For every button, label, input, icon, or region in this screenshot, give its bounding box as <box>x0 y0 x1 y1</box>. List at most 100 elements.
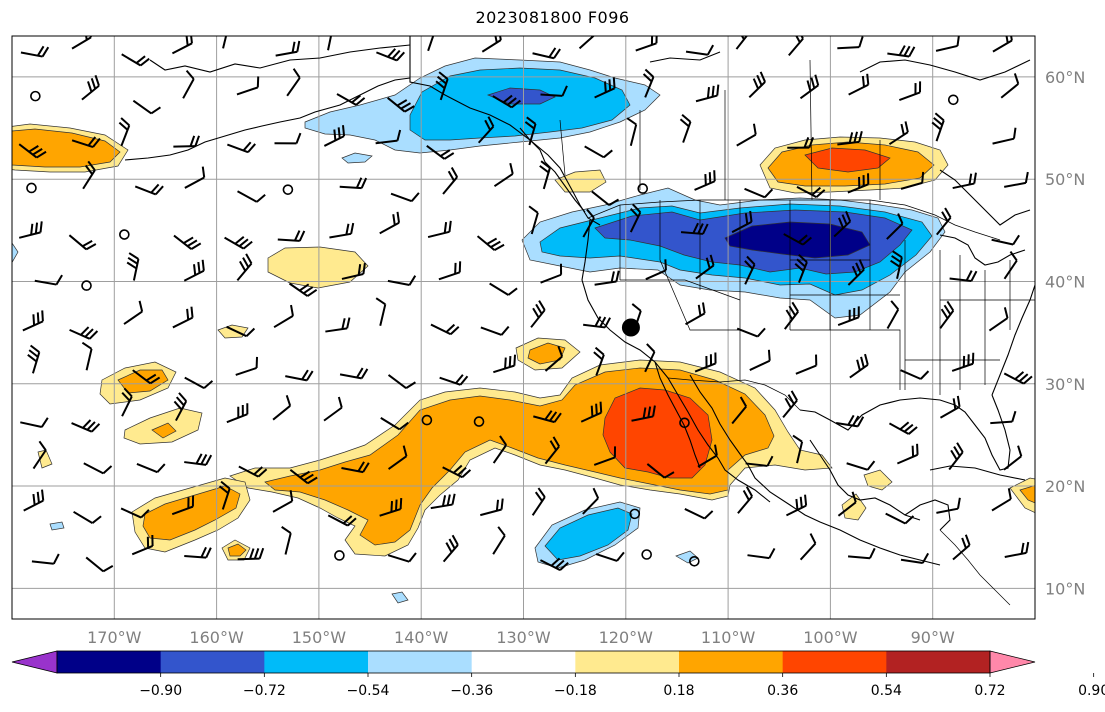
political-borders <box>409 36 1035 606</box>
wind-barb <box>896 443 919 465</box>
wind-barb <box>731 210 753 234</box>
wind-barb <box>81 341 93 371</box>
wind-barb <box>68 234 97 251</box>
wind-barb <box>23 489 45 512</box>
wind-barb <box>900 369 930 380</box>
colorbar-segment <box>886 651 991 673</box>
wind-barb <box>593 346 605 376</box>
wind-barb <box>442 464 472 479</box>
wind-barb <box>387 97 415 113</box>
calm-wind-marker <box>473 416 485 427</box>
anomaly-region-south-hawaii-small-mid <box>227 543 247 557</box>
wind-barb <box>646 463 675 479</box>
map-panel: 170°W 160°W 150°W 140°W 130°W 120°W 110°W 100°W… <box>11 35 1085 647</box>
calm-wind-marker <box>679 417 690 429</box>
wind-barb <box>887 45 916 58</box>
colorbar-segment <box>264 651 369 673</box>
wind-barb <box>120 507 150 519</box>
wind-barb <box>277 230 306 242</box>
wind-barb <box>584 145 613 159</box>
wind-barb <box>1003 371 1033 385</box>
alaska-peninsula <box>124 77 411 161</box>
wind-barb <box>227 141 256 154</box>
wind-barb <box>787 137 815 149</box>
wind-barb <box>426 145 455 160</box>
wind-barb <box>387 552 417 563</box>
texas-gulf-coast <box>799 397 956 431</box>
wind-barb <box>118 117 131 147</box>
wind-barb <box>289 469 318 485</box>
colorbar-tick-label: 0.18 <box>663 683 694 699</box>
wind-barb <box>936 207 952 236</box>
wind-barb <box>329 222 355 239</box>
wind-barb <box>341 262 366 280</box>
wind-barb <box>327 36 333 51</box>
wind-barb <box>493 162 514 187</box>
wind-barb <box>745 455 774 467</box>
calm-wind-marker <box>421 414 433 426</box>
great-lakes <box>939 234 1026 266</box>
wind-barb <box>134 183 164 196</box>
wind-barb <box>735 36 748 50</box>
wind-barb <box>528 205 539 235</box>
wind-barb <box>222 36 228 49</box>
wind-barb <box>493 354 517 374</box>
calm-wind-marker <box>689 555 700 567</box>
us-states-east <box>905 255 1035 390</box>
wind-barb <box>544 436 560 465</box>
wind-barb <box>172 306 194 329</box>
anomaly-region-small-blue-3 <box>49 521 65 531</box>
wind-barb <box>480 498 504 517</box>
latitude-tick-label: 30°N <box>1045 375 1085 394</box>
wind-barb <box>540 85 568 97</box>
wind-barb <box>285 369 314 382</box>
wind-barb <box>173 392 188 422</box>
wind-barb <box>991 488 1012 512</box>
wind-barb <box>697 444 718 468</box>
wind-barb <box>218 480 231 510</box>
anomaly-region-small-patch <box>217 324 249 339</box>
longitude-tick-labels: 170°W 160°W 150°W 140°W 130°W 120°W 110°W 100°W… <box>87 628 955 647</box>
colorbar-frame <box>56 650 991 674</box>
wind-barb <box>595 551 625 562</box>
wind-barb <box>376 48 406 62</box>
wind-barb <box>540 263 563 284</box>
wind-barb <box>237 190 266 203</box>
wind-barb <box>286 68 301 97</box>
wind-barb <box>939 395 961 419</box>
colorbar-segment <box>471 651 576 673</box>
anomaly-region-tropical-pacific-mid <box>544 507 633 561</box>
colorbar-segment <box>368 651 473 673</box>
wind-barb <box>387 374 416 389</box>
wind-barb <box>121 387 133 417</box>
wind-barb <box>131 534 154 556</box>
wind-barb <box>184 453 213 466</box>
wind-barb <box>544 345 564 372</box>
wind-barb <box>580 401 603 423</box>
wind-barb <box>1003 250 1018 280</box>
wind-barb <box>27 344 41 374</box>
wind-barb <box>238 465 268 478</box>
longitude-tick-label: 170°W <box>87 628 142 647</box>
wind-barb <box>375 129 402 145</box>
wind-barb <box>848 73 870 96</box>
wind-barb <box>18 143 47 159</box>
wind-barb <box>685 44 715 56</box>
wind-barb <box>631 405 656 422</box>
longitude-tick-label: 120°W <box>599 628 654 647</box>
wind-barb <box>430 323 460 336</box>
wind-barb <box>539 557 569 572</box>
latitude-tick-label: 40°N <box>1045 272 1085 291</box>
wind-barb <box>339 177 368 190</box>
wind-barb <box>341 461 370 474</box>
wind-barb <box>782 390 798 419</box>
colorbar-tick-label: −0.18 <box>554 683 597 699</box>
wind-barb <box>22 310 44 332</box>
colorbar <box>11 650 1036 674</box>
wind-barb <box>323 396 343 422</box>
wind-barb <box>1004 171 1029 188</box>
wind-barb <box>34 274 63 286</box>
wind-barb <box>988 307 1009 332</box>
wind-barb <box>846 460 876 471</box>
wind-barb <box>642 68 655 98</box>
